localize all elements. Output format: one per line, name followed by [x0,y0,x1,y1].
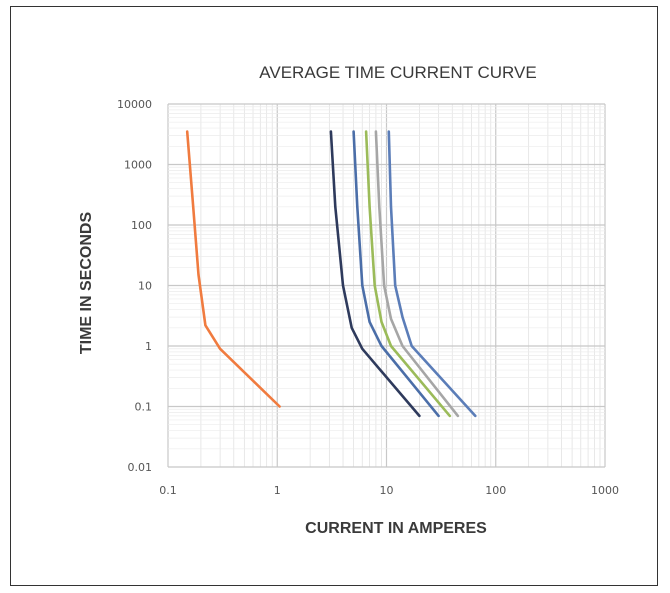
x-axis-label: CURRENT IN AMPERES [305,520,487,537]
y-tick-label: 0.1 [135,401,153,414]
y-axis-label: TIME IN SECONDS [78,212,95,355]
series-line-4 [364,130,452,418]
series-line-3 [352,130,440,418]
y-tick-label: 1000 [124,159,152,172]
chart-title: AVERAGE TIME CURRENT CURVE [259,63,536,82]
x-tick-label: 100 [485,484,506,497]
y-tick-label: 0.01 [128,461,153,474]
series-line-1 [185,130,281,408]
y-tick-label: 10 [138,280,152,293]
chart-frame [10,6,658,586]
y-tick-label: 1 [145,340,152,353]
series-line-2 [329,130,421,418]
y-tick-label: 10000 [117,98,152,111]
y-tick-label: 100 [131,219,152,232]
x-tick-label: 0.1 [159,484,177,497]
series-line-5 [374,130,460,418]
series-lines [185,130,477,418]
x-tick-label: 10 [380,484,394,497]
grid [167,103,606,468]
series-line-6 [387,130,477,418]
tick-labels: 0.1 1 10 100 1000 0.01 0.1 1 10 100 1000 10000 [117,98,619,497]
x-tick-label: 1000 [591,484,619,497]
x-tick-label: 1 [274,484,281,497]
